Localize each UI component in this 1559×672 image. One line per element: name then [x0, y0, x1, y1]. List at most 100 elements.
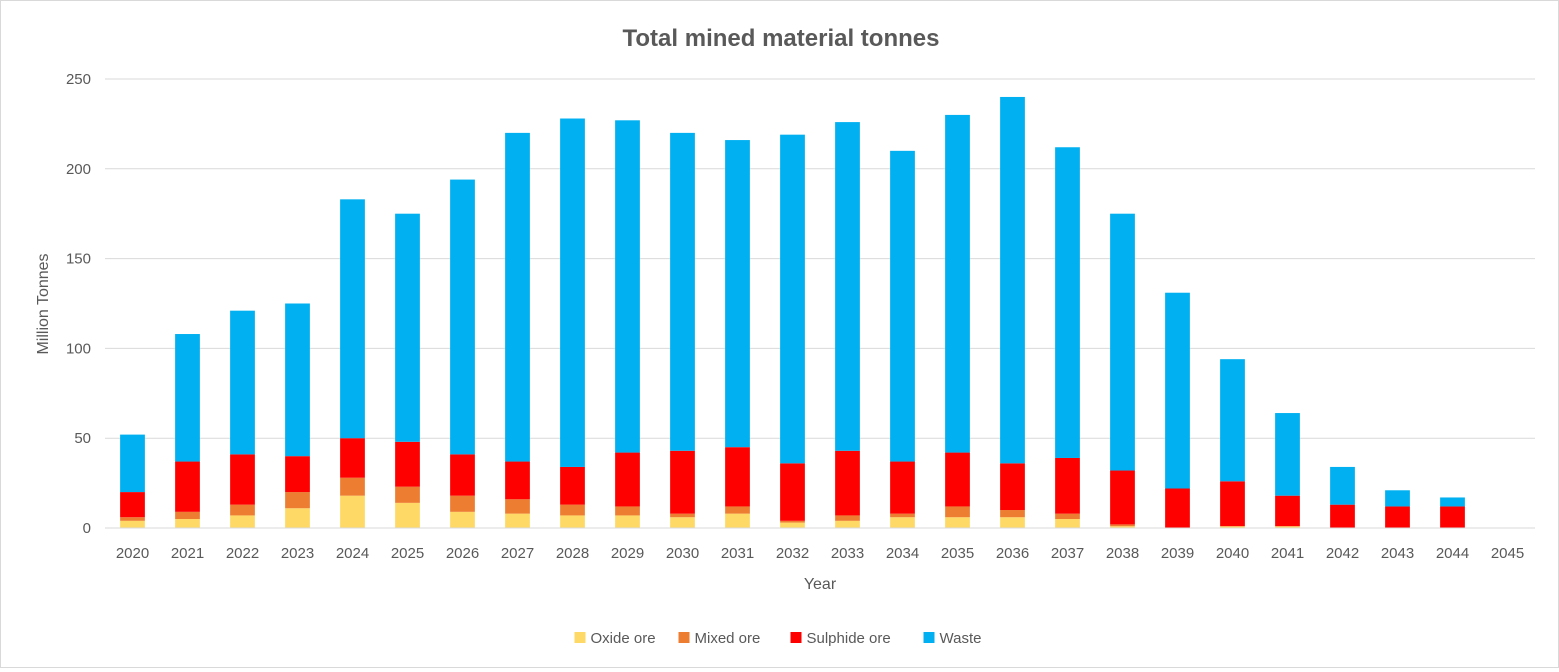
- legend-label: Oxide ore: [591, 630, 656, 647]
- legend-label: Sulphide ore: [807, 630, 891, 647]
- x-tick-label: 2027: [501, 545, 534, 562]
- bar-segment-waste: [725, 140, 750, 448]
- x-tick-label: 2039: [1161, 545, 1194, 562]
- x-tick-label: 2031: [721, 545, 754, 562]
- legend-label: Waste: [940, 630, 982, 647]
- x-tick-label: 2035: [941, 545, 974, 562]
- bar-segment-oxide-ore: [780, 522, 805, 528]
- bar-segment-sulphide-ore: [285, 456, 310, 493]
- bar-segment-waste: [175, 334, 200, 462]
- x-tick-label: 2042: [1326, 545, 1359, 562]
- legend-swatch: [790, 632, 802, 643]
- x-tick-label: 2026: [446, 545, 479, 562]
- bar-segment-oxide-ore: [1275, 526, 1300, 528]
- legend-swatch: [574, 632, 586, 643]
- y-tick-label: 50: [74, 430, 91, 447]
- legend-label: Mixed ore: [695, 630, 761, 647]
- bar-segment-waste: [670, 132, 695, 451]
- bar-segment-sulphide-ore: [560, 466, 585, 505]
- y-tick-label: 0: [83, 520, 91, 537]
- x-tick-label: 2023: [281, 545, 314, 562]
- legend-item: Mixed ore: [678, 630, 761, 647]
- bar-segment-mixed-ore: [120, 517, 145, 521]
- bar-segment-sulphide-ore: [450, 454, 475, 496]
- bar-segment-mixed-ore: [285, 492, 310, 509]
- bar-segment-oxide-ore: [395, 502, 420, 528]
- bar-segment-waste: [1385, 490, 1410, 507]
- bar-segment-mixed-ore: [945, 506, 970, 518]
- bar-segment-sulphide-ore: [945, 452, 970, 507]
- bar-segment-waste: [1000, 96, 1025, 464]
- x-tick-label: 2020: [116, 545, 149, 562]
- bar-segment-sulphide-ore: [835, 450, 860, 516]
- x-axis-ticks: 2020 2021 2022 2023 2024 2025 2026 2027 2028 2029…: [116, 545, 1524, 562]
- y-tick-label: 250: [66, 71, 91, 88]
- bar-segment-waste: [560, 118, 585, 467]
- x-tick-label: 2021: [171, 545, 204, 562]
- x-tick-label: 2045: [1491, 545, 1524, 562]
- bar-segment-waste: [1055, 147, 1080, 458]
- legend: Oxide ore Mixed ore Sulphide ore Waste: [574, 630, 982, 647]
- bar-segment-oxide-ore: [1000, 517, 1025, 528]
- bar-segment-waste: [1165, 292, 1190, 489]
- bar-segment-waste: [120, 434, 145, 493]
- legend-item: Oxide ore: [574, 630, 656, 647]
- bar-segment-sulphide-ore: [780, 463, 805, 521]
- bar-segment-waste: [615, 120, 640, 453]
- x-tick-label: 2025: [391, 545, 424, 562]
- bar-segment-oxide-ore: [945, 517, 970, 528]
- legend-swatch: [678, 632, 690, 643]
- bar-segment-oxide-ore: [1110, 526, 1135, 528]
- bar-segment-waste: [230, 310, 255, 455]
- bars: [120, 96, 1465, 528]
- legend-item: Sulphide ore: [790, 630, 891, 647]
- bar-segment-waste: [1110, 213, 1135, 471]
- bar-segment-oxide-ore: [450, 511, 475, 528]
- x-tick-label: 2033: [831, 545, 864, 562]
- x-tick-label: 2030: [666, 545, 699, 562]
- bar-segment-mixed-ore: [340, 477, 365, 496]
- bar-segment-sulphide-ore: [1440, 506, 1465, 528]
- bar-segment-sulphide-ore: [1330, 504, 1355, 528]
- x-tick-label: 2022: [226, 545, 259, 562]
- bar-segment-sulphide-ore: [1110, 470, 1135, 525]
- bar-segment-waste: [285, 303, 310, 457]
- bar-segment-waste: [1220, 359, 1245, 482]
- bar-segment-waste: [1275, 413, 1300, 496]
- bar-segment-mixed-ore: [450, 495, 475, 512]
- bar-segment-sulphide-ore: [1220, 481, 1245, 527]
- bar-segment-mixed-ore: [560, 504, 585, 516]
- chart-title: Total mined material tonnes: [623, 25, 940, 52]
- bar-segment-oxide-ore: [615, 515, 640, 528]
- bar-segment-sulphide-ore: [505, 461, 530, 500]
- bar-segment-oxide-ore: [560, 515, 585, 528]
- bar-segment-oxide-ore: [505, 513, 530, 528]
- bar-segment-sulphide-ore: [340, 438, 365, 478]
- bar-segment-oxide-ore: [175, 519, 200, 528]
- bar-segment-sulphide-ore: [1165, 488, 1190, 528]
- bar-segment-waste: [340, 199, 365, 439]
- x-tick-label: 2028: [556, 545, 589, 562]
- gridlines: [105, 78, 1535, 439]
- y-axis-ticks: 0 50 100 150 200 250: [66, 71, 91, 537]
- x-tick-label: 2029: [611, 545, 644, 562]
- bar-segment-sulphide-ore: [175, 461, 200, 512]
- bar-segment-mixed-ore: [615, 506, 640, 516]
- x-tick-label: 2024: [336, 545, 369, 562]
- bar-segment-mixed-ore: [1055, 513, 1080, 520]
- bar-segment-oxide-ore: [285, 508, 310, 528]
- bar-segment-sulphide-ore: [615, 452, 640, 507]
- bar-segment-sulphide-ore: [395, 441, 420, 487]
- legend-item: Waste: [923, 630, 982, 647]
- bar-segment-mixed-ore: [1000, 510, 1025, 518]
- bar-segment-waste: [835, 122, 860, 451]
- bar-segment-oxide-ore: [340, 495, 365, 528]
- bar-segment-sulphide-ore: [670, 450, 695, 514]
- bar-segment-oxide-ore: [230, 515, 255, 528]
- x-tick-label: 2032: [776, 545, 809, 562]
- y-tick-label: 100: [66, 340, 91, 357]
- bar-segment-oxide-ore: [835, 520, 860, 528]
- bar-segment-oxide-ore: [120, 520, 145, 528]
- x-tick-label: 2037: [1051, 545, 1084, 562]
